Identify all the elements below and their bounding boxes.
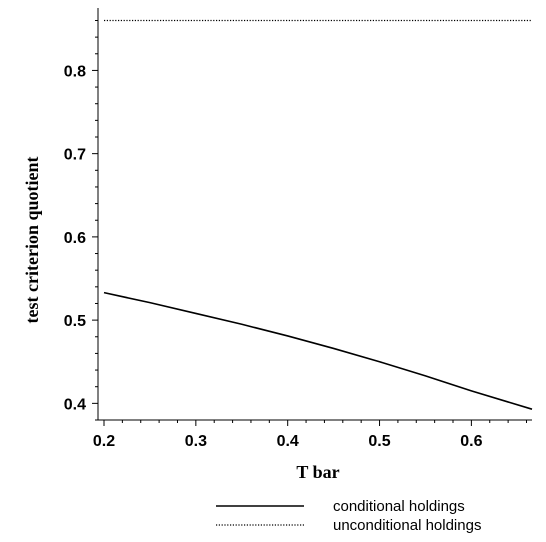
- axes: 0.2 0.3 0.4 0.5 0.6 0.4 0.5 0.6 0.7 0.8: [64, 8, 532, 450]
- x-tick-label: 0.4: [277, 433, 299, 450]
- y-axis-label: test criterion quotient: [22, 157, 42, 324]
- x-tick-label: 0.2: [93, 433, 115, 450]
- legend: conditional holdings unconditional holdin…: [216, 498, 481, 534]
- x-tick-label: 0.5: [368, 433, 390, 450]
- x-tick-label: 0.3: [185, 433, 207, 450]
- y-tick-label: 0.6: [64, 230, 86, 247]
- series-line-conditional: [103, 291, 533, 410]
- legend-label: conditional holdings: [333, 498, 465, 515]
- y-tick-label: 0.8: [64, 63, 86, 80]
- y-tick-label: 0.5: [64, 313, 86, 330]
- series-layer: [103, 19, 533, 410]
- x-axis-label: T bar: [296, 462, 339, 482]
- x-tick-label: 0.6: [460, 433, 482, 450]
- y-tick-label: 0.7: [64, 147, 86, 164]
- legend-label: unconditional holdings: [333, 517, 481, 534]
- y-tick-label: 0.4: [64, 396, 86, 413]
